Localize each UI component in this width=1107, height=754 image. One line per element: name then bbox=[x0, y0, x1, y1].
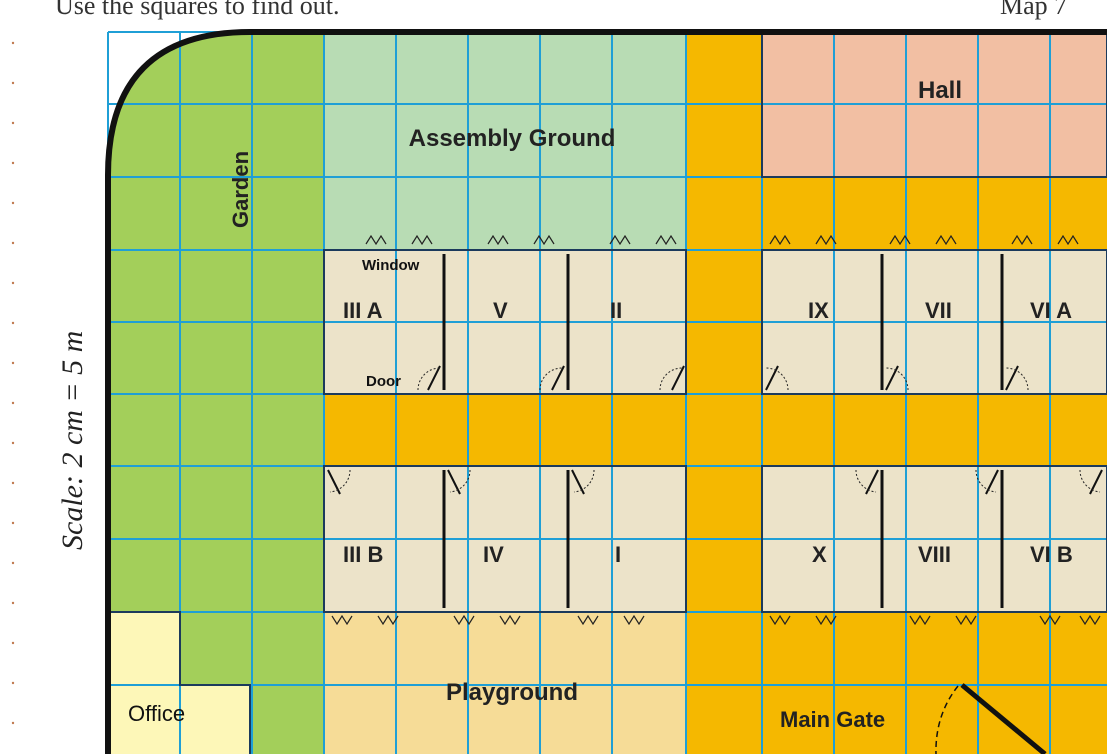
classroom-walls bbox=[442, 254, 1004, 608]
door-symbols bbox=[327, 365, 1103, 495]
classroom-label: VI A bbox=[1030, 298, 1072, 323]
classroom-label: III A bbox=[343, 298, 383, 323]
header-map-number: Map 7 bbox=[1000, 0, 1067, 20]
classroom-label: VII bbox=[925, 298, 952, 323]
classroom-labels-bottom: III B IV I X VIII VI B bbox=[343, 542, 1073, 567]
classroom-label: II bbox=[610, 298, 622, 323]
door-label: Door bbox=[366, 373, 401, 390]
classroom-label: VI B bbox=[1030, 542, 1073, 567]
office-label: Office bbox=[128, 701, 185, 726]
playground-area bbox=[324, 612, 686, 754]
main-gate-symbol bbox=[935, 683, 1047, 754]
classroom-labels-top: III A V II IX VII VI A bbox=[343, 298, 1072, 323]
scale-label: Scale: 2 cm = 5 m bbox=[56, 331, 89, 550]
hall-label: Hall bbox=[918, 77, 962, 104]
classroom-label: IX bbox=[808, 298, 829, 323]
window-symbols bbox=[331, 234, 1101, 626]
classroom-label: IV bbox=[483, 542, 504, 567]
margin-dots bbox=[11, 41, 15, 725]
school-boundary bbox=[105, 29, 1107, 754]
main-gate-label: Main Gate bbox=[780, 707, 885, 732]
middle-corridor bbox=[324, 394, 1107, 466]
garden-label: Garden bbox=[228, 151, 253, 228]
classroom-label: X bbox=[812, 542, 827, 567]
classroom-label: V bbox=[493, 298, 508, 323]
classroom-label: I bbox=[615, 542, 621, 567]
window-label: Window bbox=[362, 257, 420, 274]
classroom-label: VIII bbox=[918, 542, 951, 567]
classroom-label: III B bbox=[343, 542, 383, 567]
header-instruction: Use the squares to find out. bbox=[55, 0, 340, 20]
playground-label: Playground bbox=[446, 679, 578, 706]
assembly-ground-label: Assembly Ground bbox=[409, 125, 616, 152]
assembly-ground-area bbox=[324, 32, 686, 250]
